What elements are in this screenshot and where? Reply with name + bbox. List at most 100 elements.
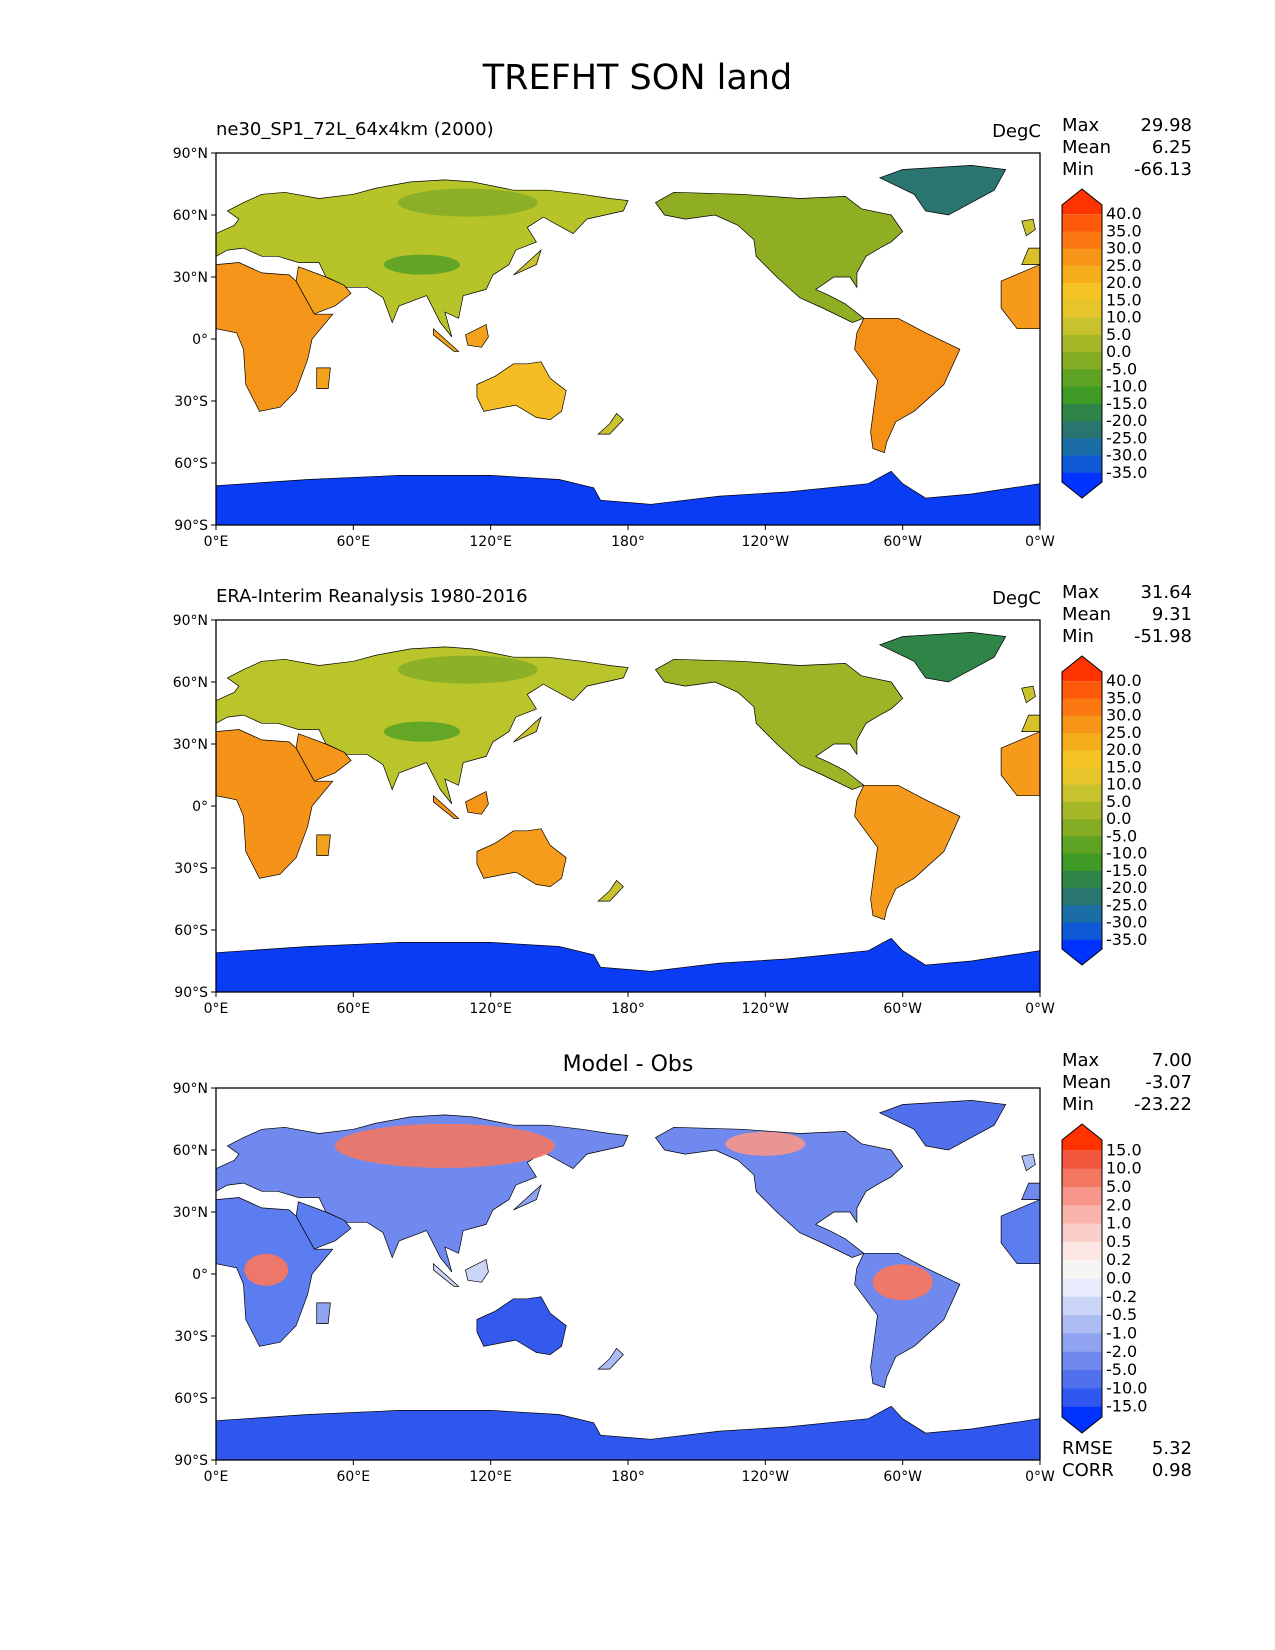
- stat-row: Mean -3.07: [1062, 1072, 1192, 1094]
- land-namerica: [654, 191, 904, 323]
- stat-value: -51.98: [1133, 626, 1192, 647]
- colorbar-segment: [1062, 1406, 1102, 1433]
- x-tick-label: 120°E: [469, 1001, 512, 1017]
- colorbar-label: -1.0: [1106, 1323, 1137, 1342]
- colorbar-label: -5.0: [1106, 1360, 1137, 1379]
- land-africa_r: [1000, 1199, 1041, 1265]
- colorbar-segment: [1062, 265, 1102, 284]
- x-tick-label: 120°W: [742, 1469, 790, 1485]
- stat-label: Max: [1062, 1050, 1100, 1071]
- y-tick-label: 60°S: [174, 1391, 208, 1407]
- colorbar-segment: [1062, 836, 1102, 855]
- land-africa_r: [1000, 264, 1041, 330]
- amazon-warm: [872, 1264, 933, 1301]
- colorbar-label: -35.0: [1106, 930, 1147, 949]
- colorbar-label: -10.0: [1106, 1378, 1147, 1397]
- map-plot: 90°N 60°N 30°N 0° 30°S 60°S 90°S0°E 60°E 120°E 18…: [173, 613, 1148, 1017]
- land-namerica: [654, 658, 904, 790]
- colorbar-segment: [1062, 681, 1102, 699]
- x-tick-label: 60°E: [336, 534, 370, 550]
- alaska-warm: [725, 1131, 806, 1156]
- y-tick-label: 60°S: [174, 923, 208, 939]
- panel-title-left: ERA-Interim Reanalysis 1980-2016: [216, 586, 528, 607]
- colorbar-label: 35.0: [1106, 688, 1142, 707]
- colorbar: 40.035.030.025.020.015.010.05.00.0-5.0-1…: [1061, 188, 1147, 499]
- panel-units: DegC: [992, 121, 1041, 142]
- colorbar-label: 1.0: [1106, 1214, 1131, 1233]
- colorbar-label: 5.0: [1106, 1177, 1131, 1196]
- colorbar-label: -30.0: [1106, 446, 1147, 465]
- colorbar-segment: [1062, 1351, 1102, 1371]
- colorbar-label: 20.0: [1106, 740, 1142, 759]
- stat-value: -66.13: [1133, 159, 1192, 180]
- x-tick-label: 0°W: [1025, 1469, 1055, 1485]
- colorbar-segment: [1062, 1370, 1102, 1389]
- x-tick-label: 120°E: [469, 534, 512, 550]
- colorbar-segment: [1062, 1260, 1102, 1279]
- y-tick-label: 90°N: [173, 613, 208, 629]
- colorbar-outline: [1061, 655, 1103, 966]
- colorbar-label: -35.0: [1106, 463, 1147, 482]
- land-newzealand: [597, 879, 624, 902]
- colorbar-label: 35.0: [1106, 221, 1142, 240]
- colorbar-segment: [1062, 1205, 1102, 1225]
- stat-label: Mean: [1062, 604, 1112, 625]
- colorbar-segment: [1062, 300, 1102, 319]
- x-tick-label: 0°W: [1025, 1001, 1055, 1017]
- stat-label: Max: [1062, 582, 1100, 603]
- x-tick-label: 0°E: [204, 1469, 229, 1485]
- y-tick-label: 60°S: [174, 456, 208, 472]
- stat-row: Max 31.64: [1062, 582, 1192, 604]
- colorbar-segment: [1062, 248, 1102, 267]
- map-plot: 90°N 60°N 30°N 0° 30°S 60°S 90°S0°E 60°E 120°E 18…: [173, 1081, 1192, 1485]
- colorbar-label: 30.0: [1106, 706, 1142, 725]
- colorbar-label: -25.0: [1106, 895, 1147, 914]
- colorbar-segment: [1062, 334, 1102, 353]
- stat-value: 9.31: [1151, 604, 1192, 625]
- panel-stats: Max 29.98 Mean 6.25 Min -66.13: [1062, 115, 1192, 181]
- colorbar: 40.035.030.025.020.015.010.05.00.0-5.0-1…: [1061, 655, 1147, 966]
- land-africa_r: [1000, 731, 1041, 797]
- y-tick-label: 30°N: [173, 270, 208, 286]
- colorbar-label: 5.0: [1106, 792, 1131, 811]
- colorbar-label: -0.5: [1106, 1305, 1137, 1324]
- x-tick-label: 180°: [611, 534, 645, 550]
- colorbar-segment: [1062, 231, 1102, 250]
- x-tick-label: 60°W: [883, 534, 922, 550]
- land-arabia: [295, 733, 352, 782]
- colorbar-segment: [1062, 1168, 1102, 1188]
- x-tick-label: 60°W: [883, 1469, 922, 1485]
- x-tick-label: 120°E: [469, 1469, 512, 1485]
- land-namerica: [654, 1126, 904, 1258]
- land-japan: [513, 248, 542, 276]
- colorbar-label: 10.0: [1106, 1159, 1142, 1178]
- colorbar-segment: [1062, 283, 1102, 301]
- siberia-warm: [334, 1123, 555, 1168]
- x-tick-label: 60°E: [336, 1001, 370, 1017]
- land-japan: [513, 715, 542, 743]
- x-tick-label: 180°: [611, 1469, 645, 1485]
- siberia-shade: [397, 655, 538, 684]
- colorbar-segment: [1062, 421, 1102, 439]
- colorbar-segment: [1062, 750, 1102, 768]
- stat-label: Max: [1062, 115, 1100, 136]
- land-greenland: [878, 632, 1007, 683]
- stat-label: Mean: [1062, 1072, 1112, 1093]
- colorbar-segment: [1062, 698, 1102, 717]
- colorbar-segment: [1062, 939, 1102, 965]
- colorbar-label: 10.0: [1106, 308, 1142, 327]
- y-tick-label: 90°S: [174, 1453, 208, 1469]
- colorbar-label: -0.2: [1106, 1287, 1137, 1306]
- land-arabia: [295, 266, 352, 315]
- y-tick-label: 0°: [192, 1267, 208, 1283]
- colorbar-segment: [1062, 1388, 1102, 1408]
- panel-stats: Max 31.64 Mean 9.31 Min -51.98: [1062, 582, 1192, 648]
- colorbar-label: -15.0: [1106, 861, 1147, 880]
- land-samerica: [854, 784, 961, 921]
- colorbar-segment: [1062, 1223, 1102, 1243]
- stat-value: -23.22: [1133, 1094, 1192, 1115]
- colorbar-segment: [1062, 438, 1102, 457]
- land-sumatra: [433, 1262, 460, 1287]
- colorbar-label: 40.0: [1106, 204, 1142, 223]
- colorbar-segment: [1062, 1278, 1102, 1298]
